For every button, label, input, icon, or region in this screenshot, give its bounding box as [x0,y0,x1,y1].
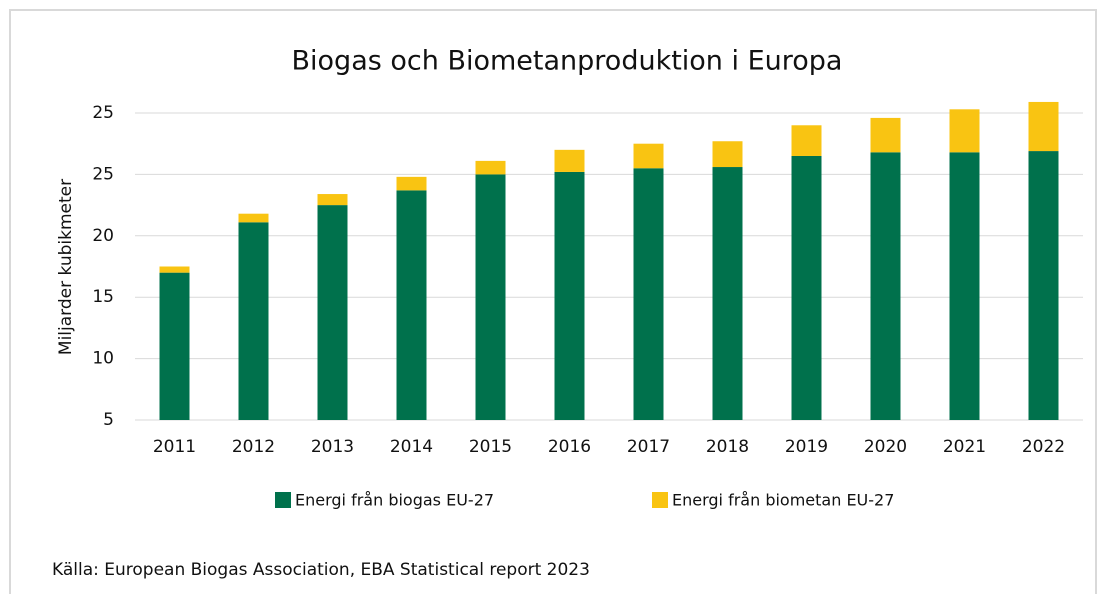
bar-segment [633,168,664,420]
x-tick-label: 2017 [627,437,670,457]
bar-segment [554,171,585,420]
legend-swatch [652,492,668,508]
x-tick-label: 2012 [232,437,275,457]
y-tick-label: 10 [92,349,114,369]
bar-segment [791,155,822,421]
bar-segment [396,190,427,420]
bar-segment [870,117,901,153]
y-tick-label: 15 [92,287,114,307]
legend-label: Energi från biometan EU-27 [672,491,894,510]
bar-segment [949,152,980,420]
bar-segment [1028,151,1059,420]
bar-segment [949,109,980,153]
bar-segment [870,152,901,420]
x-tick-label: 2019 [785,437,828,457]
y-tick-label: 25 [92,164,114,184]
chart-title: Biogas och Biometanproduktion i Europa [292,46,843,77]
x-tick-label: 2016 [548,437,591,457]
chart-frame [9,9,1097,598]
y-tick-label: 25 [92,103,114,123]
bar-segment [317,205,348,420]
bar-segment [554,149,585,172]
bar-segment [791,125,822,156]
bar-segment [712,141,743,168]
y-tick-label: 5 [103,410,114,430]
x-tick-label: 2014 [390,437,433,457]
y-tick-label: 20 [92,226,114,246]
bar-segment [475,160,506,175]
bar-segment [475,174,506,420]
x-tick-label: 2015 [469,437,512,457]
bar-segment [396,176,427,191]
bar-segment [159,266,190,273]
bar-segment [712,167,743,420]
bar-segment [1028,101,1059,152]
legend-label: Energi från biogas EU-27 [295,491,494,510]
bar-segment [159,272,190,420]
y-axis-label: Miljarder kubikmeter [56,179,76,355]
x-tick-label: 2011 [153,437,196,457]
legend-swatch [275,492,291,508]
bar-segment [238,222,269,420]
x-tick-label: 2021 [943,437,986,457]
x-tick-label: 2018 [706,437,749,457]
x-tick-label: 2013 [311,437,354,457]
x-tick-label: 2022 [1022,437,1065,457]
x-tick-label: 2020 [864,437,907,457]
bar-segment [633,143,664,169]
bar-segment [317,194,348,206]
bar-segment [238,213,269,223]
source-note: Källa: European Biogas Association, EBA … [52,560,590,580]
